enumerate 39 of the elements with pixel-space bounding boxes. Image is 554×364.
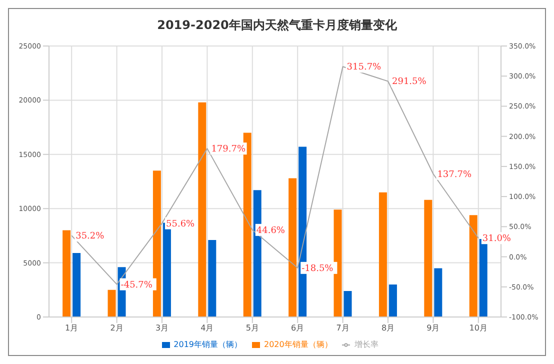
- data-label: 44.6%: [256, 226, 286, 236]
- x-tick-label: 6月: [291, 324, 304, 333]
- bar: [434, 268, 442, 317]
- x-tick-label: 2月: [110, 324, 124, 333]
- data-label: 179.7%: [211, 144, 246, 155]
- x-tick-label: 4月: [200, 324, 214, 333]
- data-label: -18.5%: [302, 264, 334, 274]
- data-label: 291.5%: [392, 77, 427, 88]
- x-tick-label: 10月: [469, 324, 488, 333]
- bar: [288, 178, 297, 317]
- data-label: 31.0%: [482, 234, 512, 244]
- legend-label: 增长率: [354, 340, 378, 349]
- data-label: 55.6%: [166, 219, 196, 230]
- bar: [424, 200, 432, 317]
- bar: [198, 102, 206, 317]
- data-label: -45.7%: [120, 280, 153, 290]
- x-tick-label: 8月: [381, 324, 395, 333]
- x-tick-label: 7月: [336, 324, 350, 333]
- bar: [108, 290, 116, 317]
- chart-title: 2019-2020年国内天然气重卡月度销量变化: [156, 17, 398, 34]
- x-tick-label: 9月: [426, 324, 440, 333]
- bar: [243, 132, 252, 317]
- legend-label: 2020年销量（辆）: [264, 340, 332, 349]
- bar: [344, 290, 352, 317]
- x-tick-label: 5月: [246, 324, 259, 333]
- bar: [388, 284, 397, 317]
- bar: [208, 240, 216, 317]
- data-label: 315.7%: [346, 62, 382, 73]
- data-label: 35.2%: [76, 232, 105, 242]
- bar: [378, 192, 387, 317]
- legend-label: 2019年销量（辆）: [174, 340, 242, 349]
- bar: [72, 253, 81, 317]
- bar: [334, 210, 342, 317]
- x-tick-label: 3月: [155, 324, 169, 333]
- bar: [62, 230, 71, 317]
- x-tick-label: 1月: [65, 324, 78, 333]
- data-label: 137.7%: [437, 170, 472, 180]
- bar: [469, 215, 478, 317]
- bar: [152, 170, 161, 317]
